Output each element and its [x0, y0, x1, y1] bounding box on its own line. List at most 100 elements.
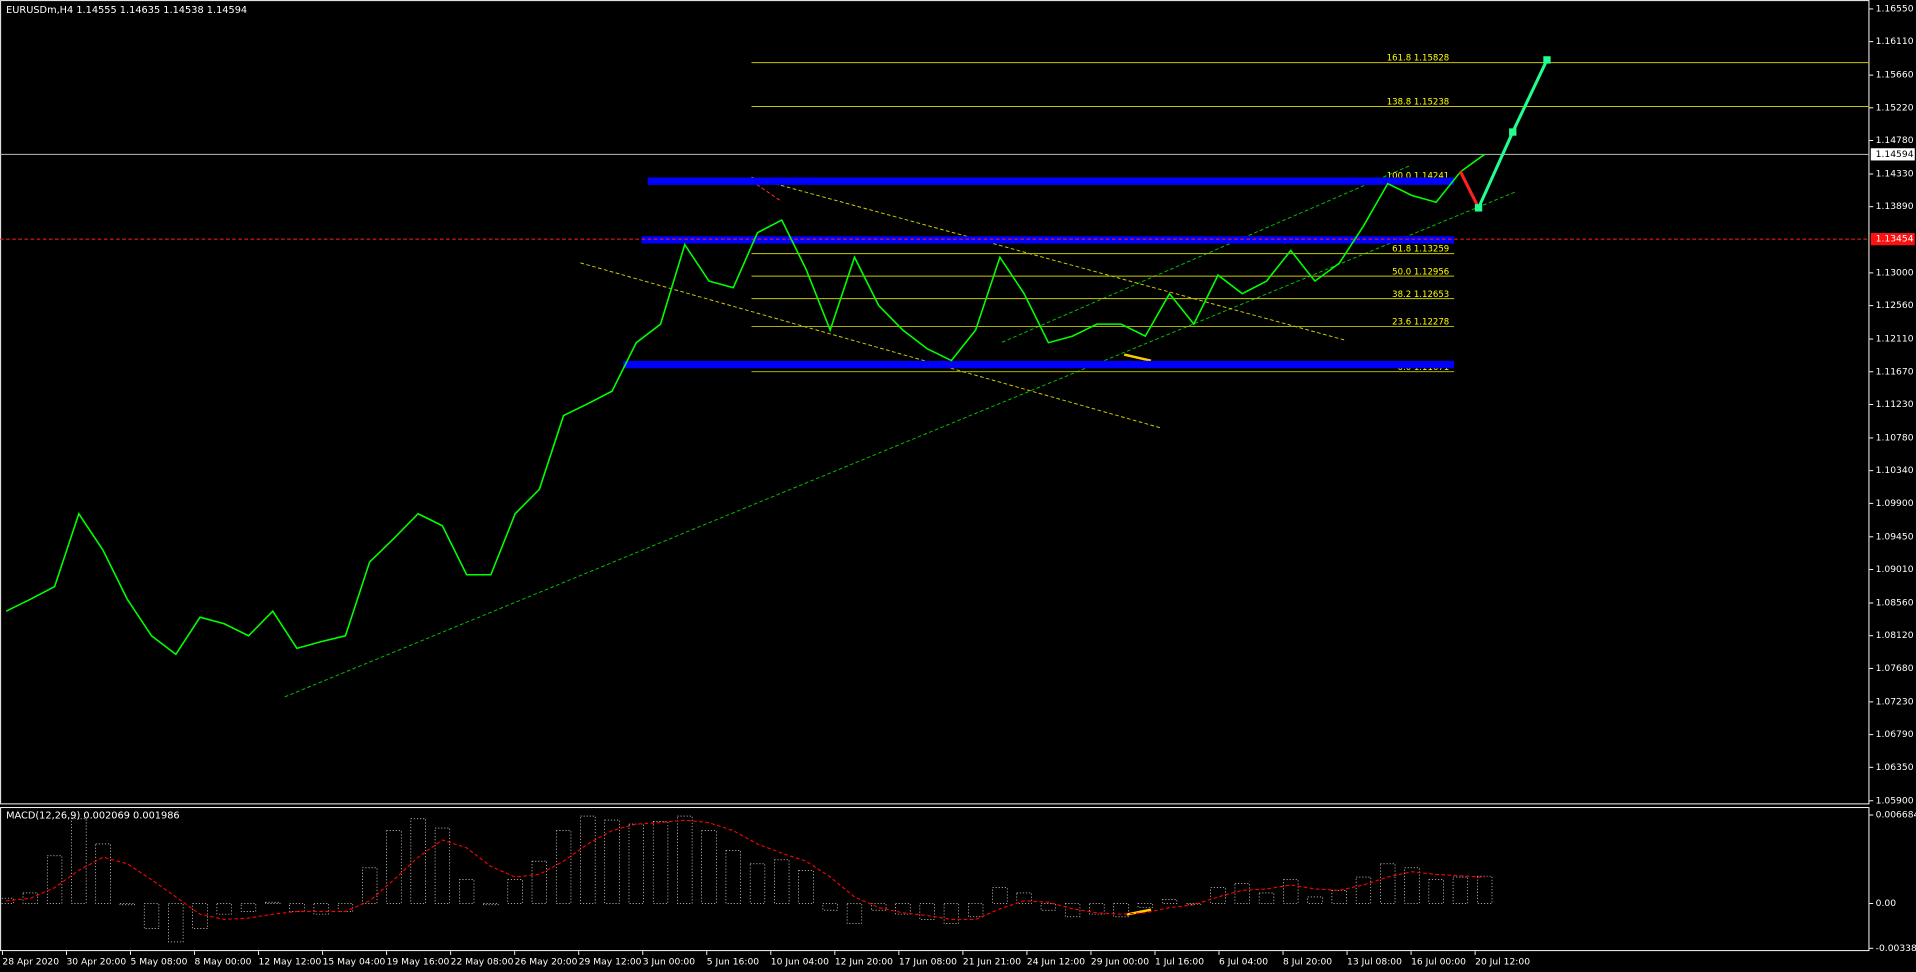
y-tick-label: 1.13890 [1876, 201, 1914, 212]
x-tick-label: 26 May 20:00 [515, 957, 578, 968]
macd-bar [143, 903, 160, 930]
macd-bar [1210, 887, 1226, 904]
x-tick-label: 8 Jul 20:00 [1283, 957, 1332, 968]
y-tick-label: 1.15660 [1876, 70, 1914, 81]
macd-bar [1113, 903, 1129, 918]
macd-frame [0, 807, 1870, 952]
channel-line [580, 262, 1161, 429]
y-tick-label: 1.14780 [1876, 135, 1914, 146]
x-tick-label: 12 Jun 20:00 [835, 957, 893, 968]
y-tick-label: 1.05900 [1876, 795, 1914, 806]
macd-bar [1380, 863, 1396, 904]
x-tick-label: 19 May 16:00 [387, 957, 450, 968]
y-tick-label: 1.09450 [1876, 531, 1914, 542]
y-tick-label: 1.08120 [1876, 630, 1914, 641]
fib-label: 61.8 1.13259 [1392, 244, 1449, 254]
macd-bar [386, 830, 402, 904]
fib-ratio: 38.2 [1392, 289, 1411, 299]
macd-bar [1452, 876, 1469, 904]
x-tick-label: 28 Apr 2020 [2, 957, 59, 968]
y-tick-label: 1.16550 [1876, 3, 1914, 14]
alert-label: 1.13454 [1876, 234, 1914, 245]
y-tick-label: 0.006684 [1876, 809, 1916, 820]
macd-bar [1161, 899, 1178, 904]
fib-ratio: 138.8 [1387, 97, 1411, 107]
macd-bar [1355, 876, 1372, 904]
fib-label: 138.8 1.15238 [1387, 97, 1450, 107]
macd-bar [1477, 875, 1493, 904]
y-tick-label: 1.10340 [1876, 465, 1914, 476]
fib-label: 100.0 1.14241 [1387, 171, 1450, 181]
x-tick-label: 5 May 08:00 [131, 957, 188, 968]
macd-bar [483, 903, 499, 906]
macd-bar [1404, 867, 1420, 904]
fib-price: 1.12956 [1414, 267, 1449, 277]
projection [1458, 56, 1551, 212]
y-tick-label: 1.15220 [1876, 102, 1914, 113]
fib-price: 1.13259 [1414, 244, 1449, 254]
y-tick-label: 1.11230 [1876, 399, 1914, 410]
macd-bar [216, 903, 232, 915]
macd-bar [677, 815, 693, 904]
bid-label: 1.14594 [1876, 149, 1914, 160]
macd-bar [46, 855, 63, 904]
y-tick-label: 0.00 [1876, 898, 1897, 909]
fib-price: 1.15828 [1414, 53, 1449, 63]
x-tick-label: 15 May 04:00 [323, 957, 386, 968]
macd-bar [410, 818, 426, 904]
price-line [5, 153, 1486, 656]
y-tick-label: 1.07230 [1876, 696, 1914, 707]
projection-node [1474, 204, 1483, 212]
x-tick-label: 1 Jul 16:00 [1155, 957, 1204, 968]
fib-ratio: 61.8 [1392, 244, 1411, 254]
y-tick-label: 1.12110 [1876, 334, 1914, 345]
fib-ratio: 100.0 [1387, 171, 1411, 181]
macd-bar [1331, 889, 1347, 904]
macd-bar [289, 903, 305, 912]
macd-bar [919, 903, 935, 920]
x-tick-label: 10 Jun 04:00 [771, 957, 829, 968]
x-tick-label: 12 May 12:00 [259, 957, 322, 968]
fib-label: 38.2 1.12653 [1392, 289, 1449, 299]
macd-bar [1234, 883, 1250, 904]
x-tick-label: 6 Jul 04:00 [1219, 957, 1268, 968]
macd-bar [1089, 903, 1105, 915]
fib-ratio: 50.0 [1392, 267, 1411, 277]
macd-bar [434, 827, 451, 904]
fib-label: 23.6 1.12278 [1392, 317, 1449, 327]
y-tick-label: 1.11670 [1876, 366, 1914, 377]
macd-header: MACD(12,26,9) 0.002069 0.001986 [6, 811, 180, 822]
alert-label-box [1870, 233, 1915, 246]
projection-node [1543, 56, 1551, 64]
x-tick-label: 17 Jun 08:00 [899, 957, 957, 968]
y-tick-label: -0.00338 [1876, 943, 1916, 954]
macd-bar [798, 870, 814, 904]
x-tick-label: 29 Jun 00:00 [1091, 957, 1149, 968]
macd-bar [1258, 892, 1275, 904]
x-tick-label: 16 Jul 00:00 [1411, 957, 1466, 968]
macd-bar [725, 850, 741, 904]
x-tick-label: 24 Jun 12:00 [1027, 957, 1085, 968]
y-tick-label: 1.16110 [1876, 36, 1914, 47]
fib-ratio: 23.6 [1392, 317, 1411, 327]
x-tick-label: 21 Jun 21:00 [963, 957, 1021, 968]
y-tick-label: 1.13000 [1876, 267, 1914, 278]
macd-bar [313, 903, 329, 915]
x-tick-label: 30 Apr 20:00 [66, 957, 126, 968]
macd-bar [265, 901, 281, 904]
macd-bar [871, 903, 887, 911]
macd-bar [1016, 892, 1032, 904]
y-tick-label: 1.08560 [1876, 598, 1914, 609]
macd-bar [628, 823, 644, 904]
macd-bar [822, 903, 838, 911]
main-frame [0, 0, 1870, 805]
macd-bar [943, 903, 960, 924]
y-tick-label: 1.07680 [1876, 663, 1914, 674]
y-tick-label: 1.06790 [1876, 729, 1914, 740]
fib-price: 1.12653 [1414, 289, 1449, 299]
macd-bar [95, 843, 111, 904]
macd-signal [6, 819, 1485, 920]
macd-bar [119, 903, 135, 906]
x-tick-label: 13 Jul 08:00 [1347, 957, 1402, 968]
